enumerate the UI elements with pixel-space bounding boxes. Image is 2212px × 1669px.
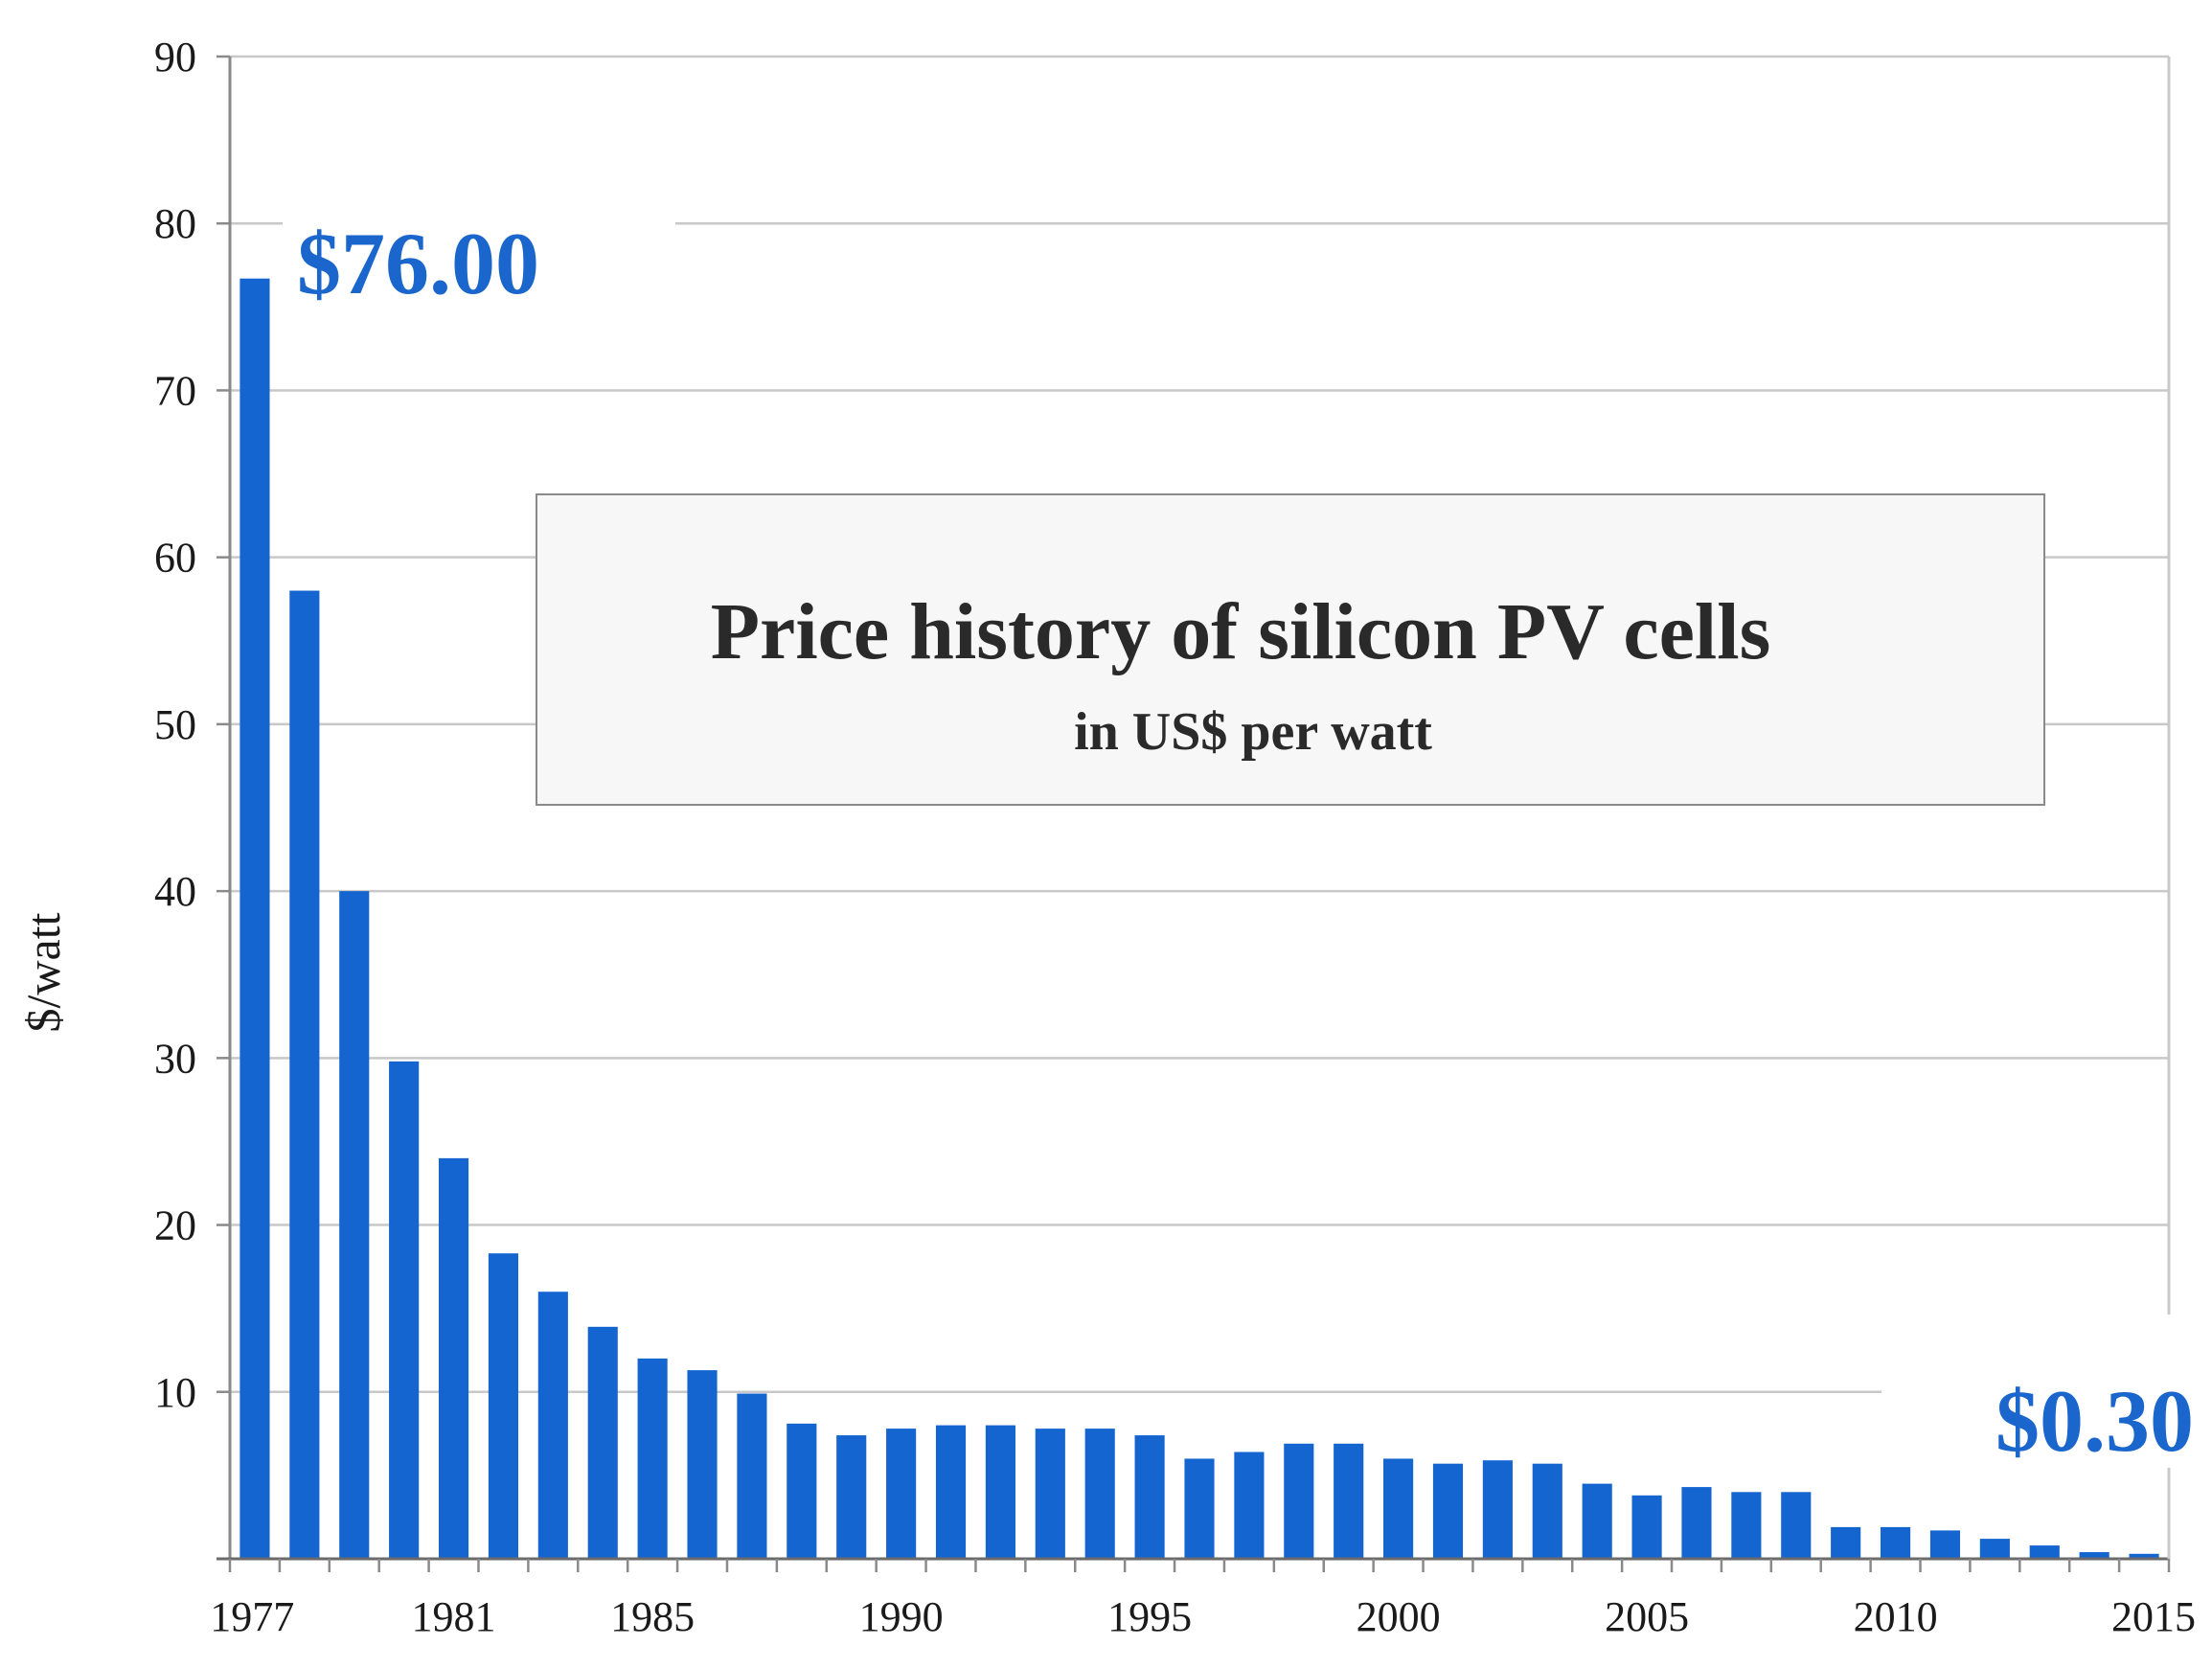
y-tick-labels: 10 20 30 40 50 60 70 80 90 xyxy=(154,34,196,1416)
bar-2011 xyxy=(1929,1530,1961,1559)
bar-1984 xyxy=(587,1326,618,1559)
x-tick-label-1981: 1981 xyxy=(412,1593,496,1640)
x-tick-label-1990: 1990 xyxy=(859,1593,944,1640)
bar-2015 xyxy=(2129,1553,2159,1559)
bar-2009 xyxy=(1831,1526,1861,1559)
bar-1993 xyxy=(1035,1429,1065,1559)
bar-2007 xyxy=(1731,1492,1762,1559)
bar-1979 xyxy=(339,891,370,1559)
x-tick-label-2005: 2005 xyxy=(1605,1593,1689,1640)
annotation-backdrop-1977 xyxy=(283,213,675,318)
x-tick-label-1977: 1977 xyxy=(210,1593,294,1640)
y-tick-label-60: 60 xyxy=(154,535,196,582)
bar-2005 xyxy=(1631,1495,1662,1559)
bar-1995 xyxy=(1134,1435,1165,1559)
bar-1996 xyxy=(1184,1458,1215,1559)
bar-2006 xyxy=(1681,1487,1712,1559)
bar-1999 xyxy=(1334,1443,1364,1559)
y-tick-label-80: 80 xyxy=(154,200,196,247)
y-tick-label-90: 90 xyxy=(154,34,196,80)
bar-1977 xyxy=(239,278,270,1559)
annotation-1977-price: $76.00 xyxy=(297,215,539,312)
bar-2008 xyxy=(1781,1492,1812,1559)
bar-1985 xyxy=(637,1358,668,1559)
bar-2000 xyxy=(1383,1458,1414,1559)
y-tick-label-30: 30 xyxy=(154,1035,196,1082)
bar-1988 xyxy=(787,1423,817,1559)
bar-1998 xyxy=(1284,1443,1314,1559)
chart-title: Price history of silicon PV cells xyxy=(711,587,1771,676)
chart-subtitle: in US$ per watt xyxy=(1074,702,1432,762)
bar-1983 xyxy=(537,1292,568,1559)
title-box xyxy=(536,493,2045,806)
bar-1981 xyxy=(438,1157,469,1559)
bar-1994 xyxy=(1084,1429,1115,1559)
x-tick-labels: 1977 1981 1985 1990 1995 2000 2005 2010 2015 xyxy=(210,1593,2196,1640)
x-tick-label-1985: 1985 xyxy=(610,1593,695,1640)
bar-2003 xyxy=(1532,1463,1562,1559)
y-tick-label-40: 40 xyxy=(154,868,196,915)
bar-2010 xyxy=(1880,1526,1911,1559)
bar-1997 xyxy=(1234,1452,1265,1559)
bar-1978 xyxy=(289,590,320,1559)
bar-2001 xyxy=(1432,1463,1464,1559)
bar-1986 xyxy=(687,1370,718,1559)
y-tick-label-50: 50 xyxy=(154,701,196,748)
y-axis-label: $/watt xyxy=(16,912,70,1032)
x-tick-label-2010: 2010 xyxy=(1854,1593,1938,1640)
bar-2014 xyxy=(2079,1552,2109,1559)
bar-2004 xyxy=(1582,1483,1612,1559)
bar-2012 xyxy=(1979,1539,2010,1559)
annotation-backdrop-2015 xyxy=(1881,1315,2212,1468)
bar-1990 xyxy=(886,1429,917,1559)
bar-2002 xyxy=(1482,1460,1513,1559)
bar-1992 xyxy=(985,1425,1015,1559)
bars xyxy=(239,278,2159,1559)
bar-1991 xyxy=(935,1425,967,1559)
y-tick-label-10: 10 xyxy=(154,1369,196,1416)
bar-1980 xyxy=(389,1061,420,1559)
bar-1982 xyxy=(488,1253,519,1559)
x-tick-label-2000: 2000 xyxy=(1357,1593,1441,1640)
y-tick-label-20: 20 xyxy=(154,1202,196,1249)
annotation-2015-price: $0.30 xyxy=(1995,1372,2194,1470)
y-tick-label-70: 70 xyxy=(154,367,196,414)
axes xyxy=(217,55,2171,1572)
x-tick-label-2015: 2015 xyxy=(2111,1593,2196,1640)
x-tick-label-1995: 1995 xyxy=(1107,1593,1192,1640)
bar-2013 xyxy=(2029,1545,2060,1559)
bar-1989 xyxy=(836,1435,867,1559)
bar-1987 xyxy=(737,1393,767,1559)
